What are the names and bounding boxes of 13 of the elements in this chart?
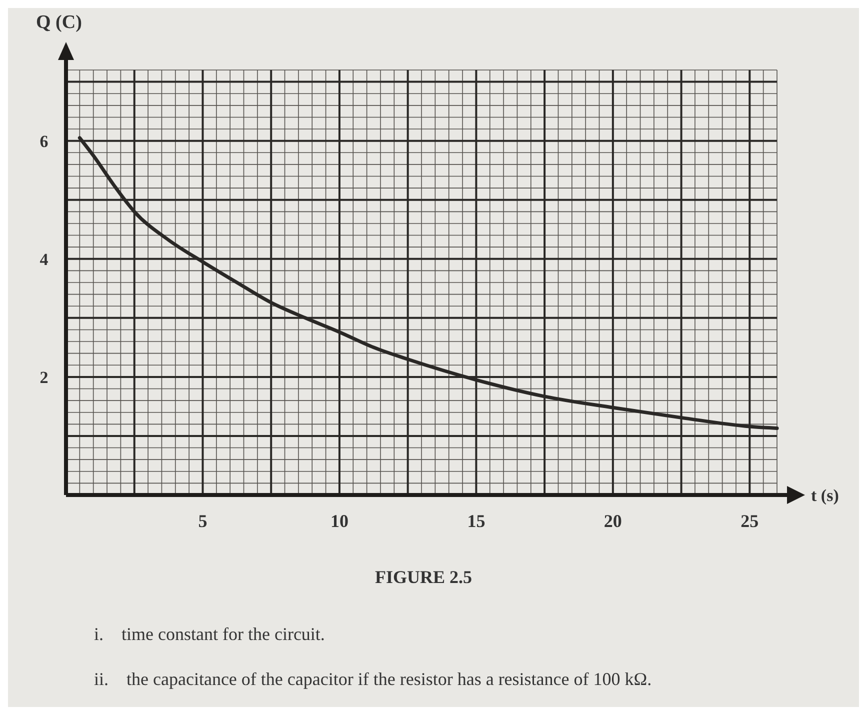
x-tick-label: 25	[740, 511, 759, 531]
x-tick-label: 20	[604, 511, 622, 531]
y-tick-label: 6	[40, 132, 48, 151]
x-tick-label: 15	[467, 511, 486, 531]
text: i. time constant for the circuit.	[94, 624, 325, 644]
text: ii. the capacitance of the capacitor if the resistor has a resistance of 100 kΩ.	[94, 669, 652, 689]
caption: FIGURE 2.5	[374, 567, 472, 587]
x-axis-title: t (s)	[811, 486, 839, 505]
x-tick-label: 5	[198, 511, 208, 531]
y-tick-label: 4	[40, 250, 49, 269]
x-tick-label: 10	[330, 511, 348, 531]
y-axis-title: Q (C)	[36, 12, 82, 33]
y-tick-label: 2	[40, 368, 48, 387]
